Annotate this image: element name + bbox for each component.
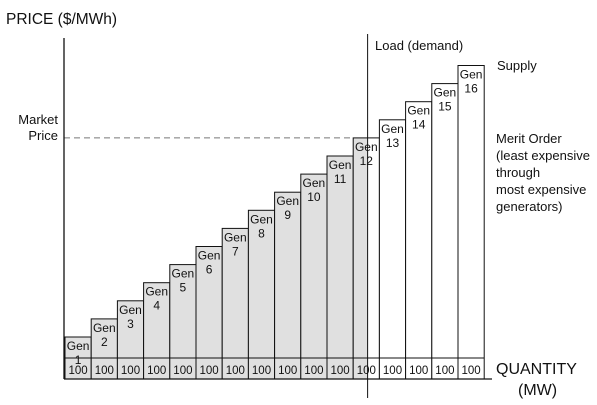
bar-gen-label: Gen xyxy=(329,158,352,172)
bar-gen-number: 3 xyxy=(127,317,134,331)
bar xyxy=(405,101,433,380)
bar-gen-label: Gen xyxy=(172,267,195,281)
bar-gen-label: Gen xyxy=(145,285,168,299)
bar-quantity-label: 100 xyxy=(173,365,192,377)
market-price-label: Market xyxy=(18,112,58,127)
bar-gen-label: Gen xyxy=(93,321,116,335)
bar-gen-label: Gen xyxy=(224,230,247,244)
bar xyxy=(116,300,145,380)
bar-gen-label: Gen xyxy=(198,249,221,263)
load-label: Load (demand) xyxy=(375,38,463,53)
bar xyxy=(143,282,171,380)
bar-gen-number: 9 xyxy=(284,208,291,222)
bar-gen-number: 1 xyxy=(75,353,82,367)
bar-gen-number: 11 xyxy=(334,172,347,186)
bar-quantity-label: 100 xyxy=(409,365,428,377)
bar-gen-number: 5 xyxy=(180,281,187,295)
bar xyxy=(247,209,276,380)
bar-quantity-label: 100 xyxy=(200,365,219,377)
y-axis-label: PRICE ($/MWh) xyxy=(6,11,117,28)
bar-gen-number: 14 xyxy=(412,118,426,132)
bar-gen-number: 10 xyxy=(307,190,321,204)
bar-quantity-label: 100 xyxy=(435,365,454,377)
bar-fill-dispatched xyxy=(353,137,368,379)
bar-gen-number: 15 xyxy=(438,100,452,114)
market-price-label: Price xyxy=(28,128,58,143)
bar-gen-label: Gen xyxy=(250,212,273,226)
bar-quantity-label: 100 xyxy=(147,365,166,377)
bar-gen-label: Gen xyxy=(434,86,457,100)
bar xyxy=(457,65,485,380)
merit-order-label: (least expensive xyxy=(496,148,590,163)
bar-gen-number: 16 xyxy=(464,82,478,96)
bar-quantity-label: 100 xyxy=(357,365,376,377)
merit-order-label: most expensive xyxy=(496,182,586,197)
bar-quantity-label: 100 xyxy=(252,365,271,377)
bar xyxy=(300,173,328,380)
x-axis-label: QUANTITY xyxy=(496,361,577,378)
bar-gen-label: Gen xyxy=(355,140,378,154)
bar xyxy=(274,191,302,380)
bar xyxy=(378,119,407,380)
merit-order-label: generators) xyxy=(496,199,562,214)
bar-quantity-label: 100 xyxy=(95,365,114,377)
bar-gen-number: 2 xyxy=(101,335,108,349)
merit-order-label: through xyxy=(496,165,540,180)
bar-gen-label: Gen xyxy=(276,194,299,208)
bar-gen-number: 13 xyxy=(386,136,400,150)
bar xyxy=(326,155,354,380)
merit-order-label: Merit Order xyxy=(496,131,562,146)
bar-gen-label: Gen xyxy=(460,68,483,82)
bar-gen-label: Gen xyxy=(119,303,142,317)
supply-label: Supply xyxy=(497,58,537,73)
bar-quantity-label: 100 xyxy=(331,365,350,377)
bar-gen-label: Gen xyxy=(67,339,90,353)
bar-gen-number: 6 xyxy=(206,263,213,277)
bar-quantity-label: 100 xyxy=(69,365,88,377)
bar-gen-number: 12 xyxy=(360,154,374,168)
bar-gen-label: Gen xyxy=(381,122,404,136)
bar-quantity-label: 100 xyxy=(462,365,481,377)
x-axis-label-unit: (MW) xyxy=(518,382,557,399)
bar-quantity-label: 100 xyxy=(226,365,245,377)
bar-gen-number: 7 xyxy=(232,244,239,258)
bar-gen-label: Gen xyxy=(303,176,326,190)
bar xyxy=(169,264,197,380)
bar-gen-number: 8 xyxy=(258,226,265,240)
bar-gen-number: 4 xyxy=(153,299,160,313)
bar-quantity-label: 100 xyxy=(304,365,323,377)
bar xyxy=(431,83,459,380)
bar-quantity-label: 100 xyxy=(383,365,402,377)
bar-quantity-label: 100 xyxy=(121,365,140,377)
bar-gen-label: Gen xyxy=(407,104,430,118)
bar-quantity-label: 100 xyxy=(278,365,297,377)
